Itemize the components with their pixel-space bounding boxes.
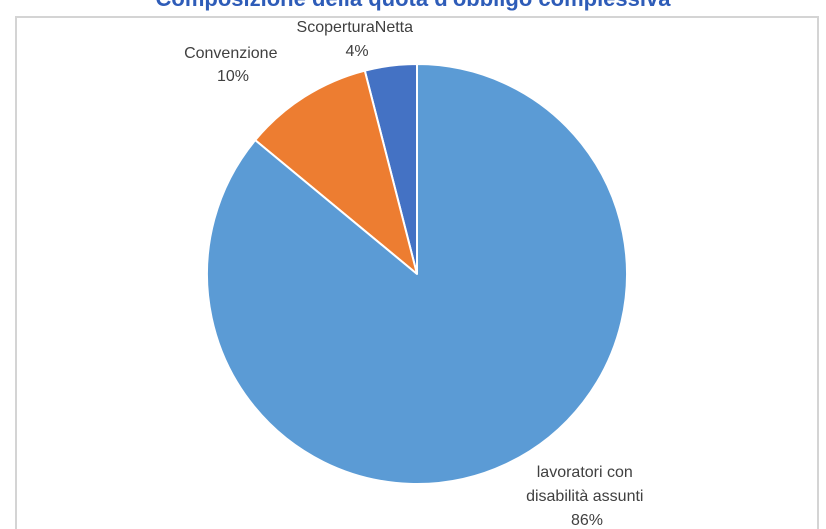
chart-title: Composizione della quota d'obbligo compl… <box>0 0 826 12</box>
slice-label-scopertura: ScoperturaNetta 4% <box>297 19 418 60</box>
pie-slice-convenzione <box>254 69 418 275</box>
slice-label-convenzione-name: Convenzione <box>184 45 278 62</box>
slice-label-lavoratori-line1: lavoratori con <box>537 464 633 481</box>
pie-slice-lavoratori <box>205 63 628 485</box>
slice-label-lavoratori: lavoratori con disabilità assunti 86% <box>526 464 648 529</box>
slice-label-scopertura-value: 4% <box>345 43 368 60</box>
slice-label-scopertura-name: ScoperturaNetta <box>297 19 414 36</box>
slice-label-convenzione: Convenzione 10% <box>184 45 282 85</box>
slice-label-lavoratori-value: 86% <box>571 512 603 529</box>
slice-label-convenzione-value: 10% <box>217 68 249 85</box>
pie-slices <box>205 63 628 485</box>
slice-label-lavoratori-line2: disabilità assunti <box>526 488 643 505</box>
